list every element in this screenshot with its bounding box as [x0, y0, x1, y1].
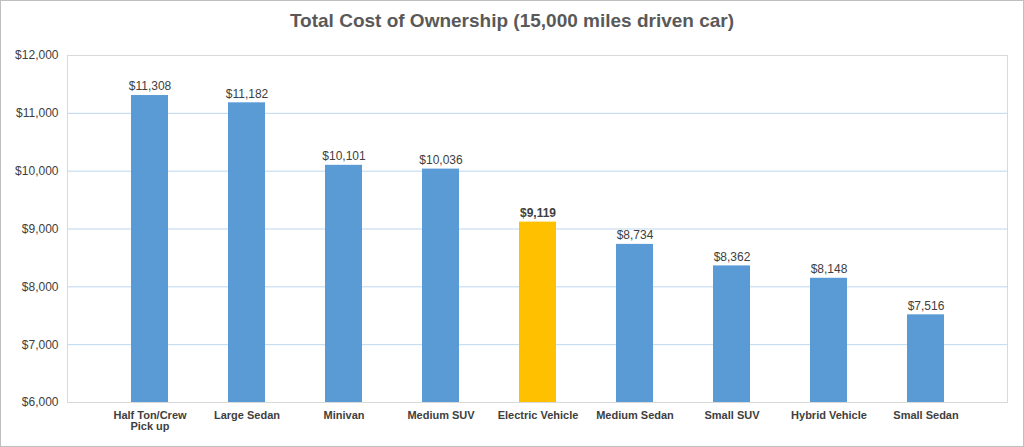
- svg-text:$6,000: $6,000: [22, 395, 59, 409]
- svg-text:Small Sedan: Small Sedan: [893, 409, 959, 421]
- svg-text:Small SUV: Small SUV: [704, 409, 760, 421]
- svg-text:$10,101: $10,101: [322, 149, 366, 163]
- svg-text:$11,182: $11,182: [226, 87, 269, 101]
- svg-text:$10,000: $10,000: [15, 164, 59, 178]
- svg-text:Hybrid Vehicle: Hybrid Vehicle: [791, 409, 867, 421]
- svg-text:Large Sedan: Large Sedan: [214, 409, 280, 421]
- svg-text:$8,734: $8,734: [617, 228, 654, 242]
- svg-text:Medium Sedan: Medium Sedan: [596, 409, 674, 421]
- svg-text:$7,000: $7,000: [22, 338, 59, 352]
- svg-text:Half Ton/CrewPick up: Half Ton/CrewPick up: [113, 409, 187, 432]
- svg-text:$8,000: $8,000: [22, 280, 59, 294]
- svg-text:$11,308: $11,308: [129, 79, 172, 93]
- svg-text:$9,119: $9,119: [520, 206, 556, 220]
- svg-text:Minivan: Minivan: [324, 409, 365, 421]
- svg-text:$8,148: $8,148: [811, 262, 848, 276]
- html-text:Total Cost of Ownership (15,00: Total Cost of Ownership (15,000 miles dr…: [289, 10, 735, 31]
- svg-text:Electric Vehicle: Electric Vehicle: [498, 409, 579, 421]
- svg-text:$9,000: $9,000: [22, 222, 59, 236]
- svg-text:$12,000: $12,000: [15, 48, 59, 62]
- svg-text:$10,036: $10,036: [419, 153, 463, 167]
- svg-text:$7,516: $7,516: [908, 299, 945, 313]
- svg-text:$8,362: $8,362: [714, 250, 751, 264]
- svg-text:$11,000: $11,000: [16, 106, 59, 120]
- svg-text:Medium SUV: Medium SUV: [407, 409, 475, 421]
